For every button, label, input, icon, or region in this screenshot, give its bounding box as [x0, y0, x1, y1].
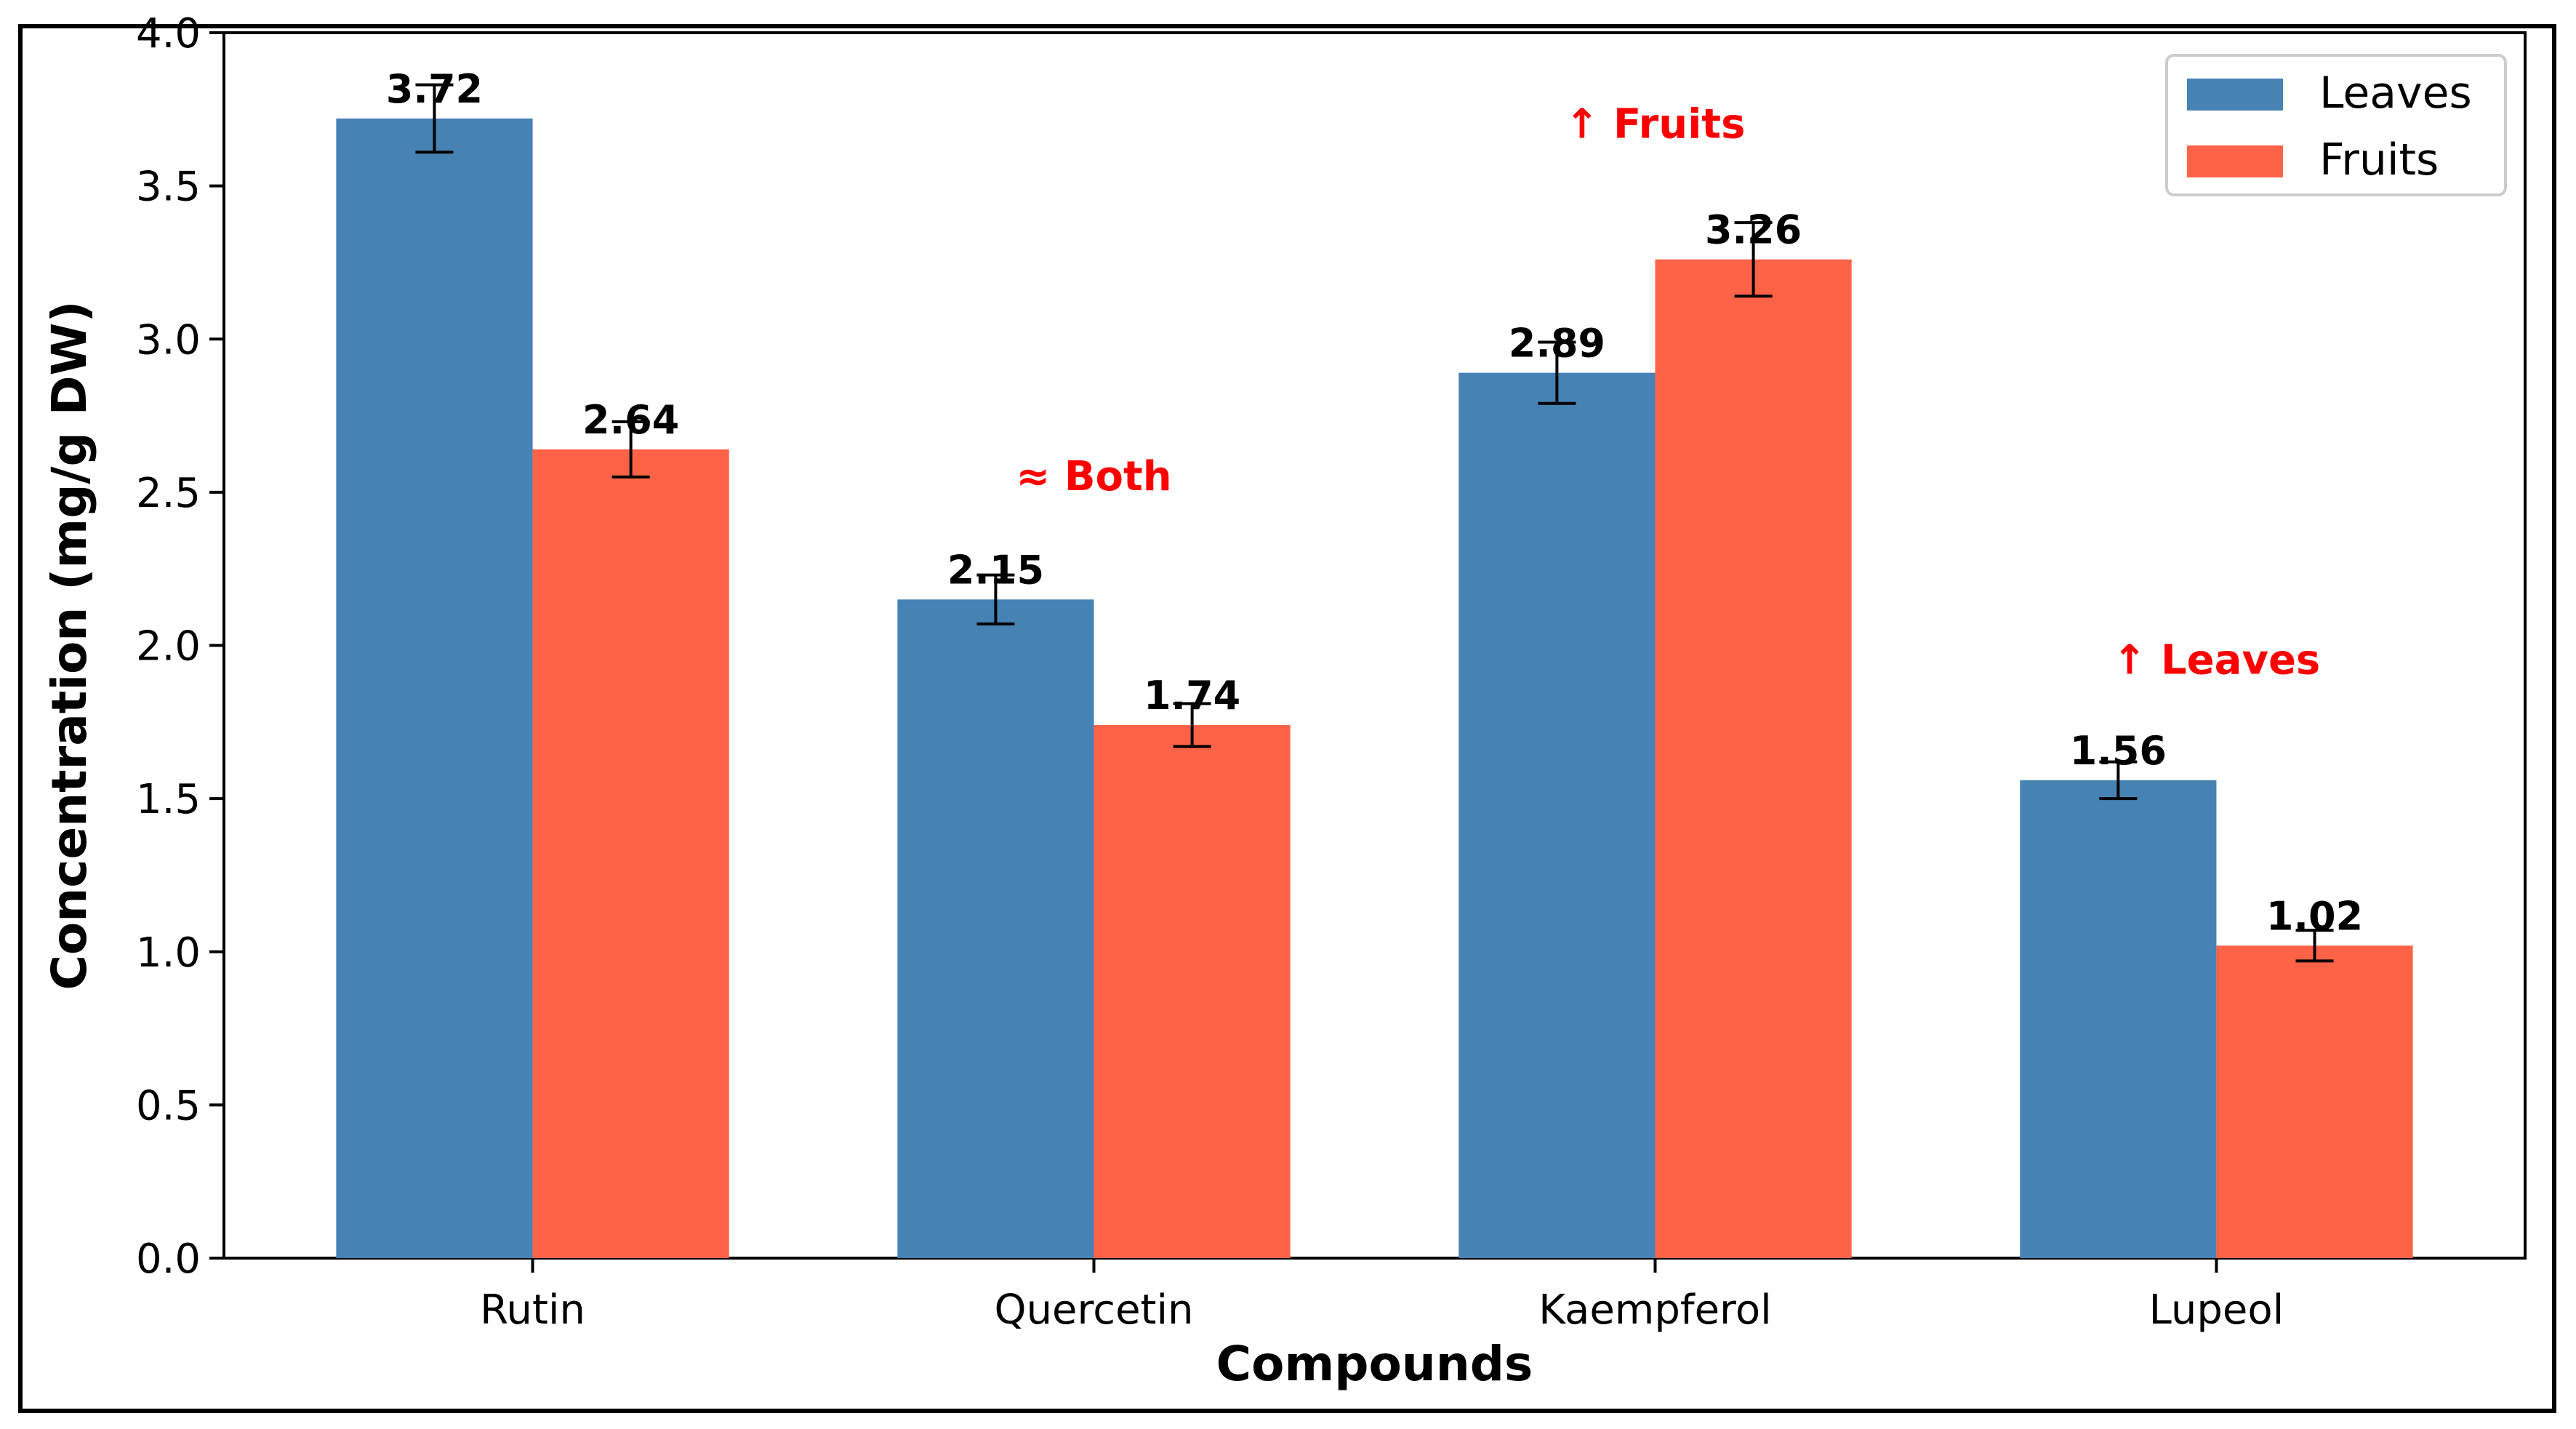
data-label: 2.89 [1509, 321, 1605, 367]
y-tick-label: 3.0 [136, 316, 201, 364]
legend-swatch-leaves [2187, 79, 2283, 111]
bar-fruits [1655, 259, 1852, 1259]
x-tick-label: Kaempferol [1538, 1286, 1771, 1334]
legend-label: Leaves [2319, 68, 2472, 119]
annotation-label: ≈ Both [1016, 453, 1171, 500]
x-tick-label: Quercetin [994, 1286, 1193, 1334]
data-label: 2.15 [947, 547, 1044, 593]
annotation-label: ↑ Fruits [1565, 100, 1746, 148]
x-tick-label: Lupeol [2149, 1286, 2284, 1334]
bar-fruits [2216, 945, 2413, 1258]
y-tick-label: 1.5 [136, 776, 201, 823]
data-label: 1.02 [2266, 893, 2363, 939]
bar-fruits [1094, 725, 1291, 1258]
bar-leaves [2020, 780, 2217, 1258]
y-tick-label: 1.0 [136, 929, 201, 977]
legend-label: Fruits [2319, 135, 2439, 185]
bar-leaves [336, 118, 533, 1259]
data-label: 1.56 [2070, 728, 2167, 774]
annotation-label: ↑ Leaves [2113, 637, 2321, 684]
x-tick-label: Rutin [480, 1286, 585, 1334]
y-tick-label: 2.0 [136, 623, 201, 671]
y-axis-title: Concentration (mg/g DW) [41, 300, 97, 990]
y-tick-label: 0.0 [136, 1236, 201, 1283]
data-label: 3.72 [386, 66, 483, 112]
data-label: 2.64 [582, 397, 679, 443]
y-tick-label: 3.5 [136, 164, 201, 211]
bar-leaves [1458, 372, 1656, 1258]
y-tick-label: 0.5 [136, 1082, 201, 1129]
data-label: 3.26 [1705, 207, 1802, 253]
figure-border [18, 24, 2556, 1413]
bar-fruits [532, 449, 729, 1258]
bar-leaves [897, 599, 1094, 1258]
y-tick-label: 2.5 [136, 470, 201, 517]
legend-swatch-fruits [2187, 145, 2283, 177]
plot-area: 0.0 0.5 1.0 1.5 2.0 2.5 3.0 3.5 4.0 3.72 2.15 2.89 1… [41, 10, 2527, 1392]
data-label: 1.74 [1144, 673, 1240, 718]
y-tick-label: 4.0 [136, 10, 201, 57]
x-axis-title: Compounds [1216, 1336, 1533, 1392]
